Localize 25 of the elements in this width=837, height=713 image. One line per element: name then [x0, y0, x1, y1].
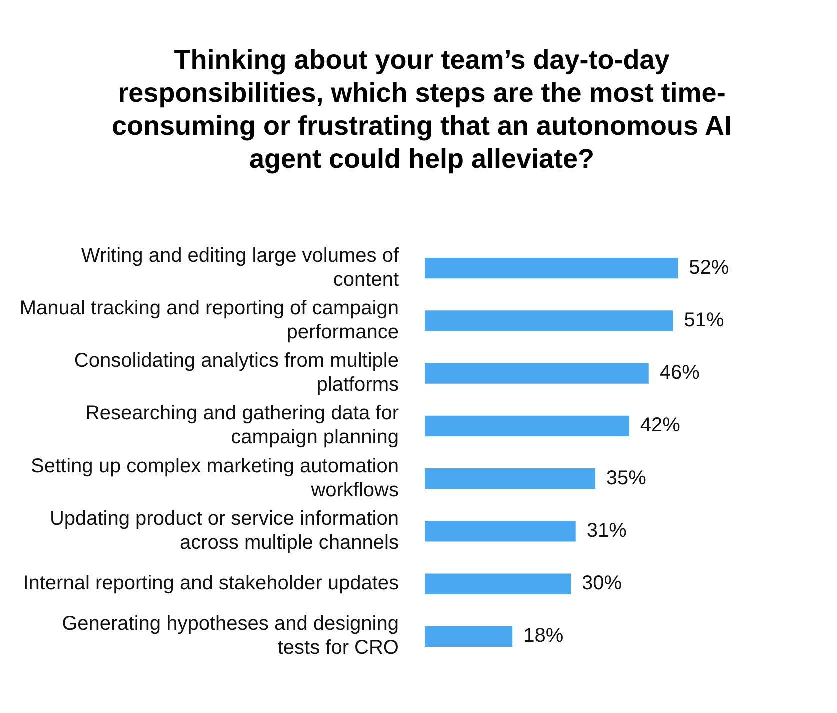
y-tick-label: Updating product or service information across multiple channels [50, 508, 399, 554]
data-label: 31% [586, 520, 628, 542]
data-label: 42% [640, 414, 681, 437]
data-label: 52% [689, 256, 730, 279]
bar [425, 574, 571, 594]
bar [425, 258, 678, 279]
bar [425, 416, 630, 436]
y-tick-label: Generating hypotheses and designing tests for CRO [62, 613, 399, 660]
data-label: 35% [606, 467, 647, 490]
y-tick-label: Setting up complex marketing automation workflows [31, 455, 399, 502]
data-label: 51% [684, 309, 724, 332]
y-tick-label: Manual tracking and reporting of campaign performance [20, 297, 399, 344]
data-label: 30% [582, 572, 622, 595]
y-tick-label: Writing and editing large volumes of content [81, 244, 400, 291]
y-tick-label: Internal reporting and stakeholder updates [23, 572, 399, 595]
y-tick-label: Researching and gathering data for campaign planning [85, 402, 400, 449]
y-tick-label: Consolidating analytics from multiple platforms [74, 350, 399, 396]
bar [425, 310, 674, 332]
bar [425, 468, 596, 490]
chart-title: Thinking about your team’s day-to-day responsibilities, which steps are the most time-consuming or frustrating that an autonomous AI agent could help alleviate? [111, 44, 733, 176]
bar [425, 363, 649, 384]
bar [425, 626, 513, 647]
bar [425, 521, 576, 542]
data-label: 18% [524, 625, 564, 648]
data-label: 46% [660, 362, 700, 384]
